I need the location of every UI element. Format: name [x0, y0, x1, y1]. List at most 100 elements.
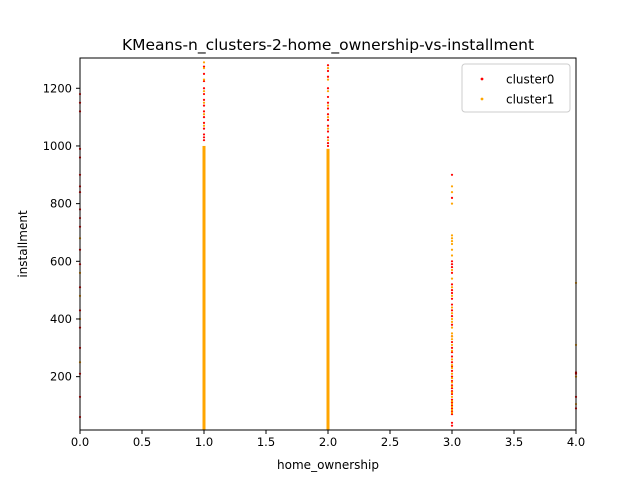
- cluster1-point-33: [450, 306, 454, 309]
- x-tick-label-5: 2.5: [381, 435, 399, 449]
- cluster1-point-16: [326, 116, 330, 119]
- cluster1-point-24: [450, 237, 454, 240]
- cluster0-point-63: [450, 340, 454, 344]
- cluster0-point-61: [450, 323, 454, 326]
- cluster1-point-27: [450, 248, 454, 251]
- y-axis-label: installment: [16, 210, 30, 278]
- cluster0-point-64: [450, 346, 454, 349]
- cluster0-point-35: [326, 69, 330, 73]
- cluster0-point-58: [450, 303, 454, 306]
- cluster1-point-41: [450, 343, 454, 347]
- cluster0-point-83: [450, 424, 454, 427]
- cluster1-point-39: [450, 335, 454, 338]
- y-tick-label-5: 1200: [43, 81, 72, 95]
- cluster1-point-53: [450, 402, 454, 406]
- cluster1-point-50: [450, 391, 454, 394]
- cluster0-point-43: [326, 124, 330, 127]
- cluster1-point-19: [326, 219, 330, 223]
- cluster0-point-26: [202, 104, 206, 107]
- y-tick-label-1: 400: [50, 312, 72, 326]
- cluster0-point-42: [326, 118, 330, 122]
- cluster1-point-48: [450, 381, 454, 384]
- cluster0-point-54: [450, 283, 454, 286]
- y-tick-label-4: 1000: [43, 139, 72, 153]
- x-tick-label-6: 3.0: [443, 435, 461, 449]
- cluster0-point-29: [202, 121, 206, 124]
- cluster1-point-49: [450, 385, 454, 388]
- cluster1-point-29: [450, 268, 454, 272]
- cluster1-point-30: [450, 277, 454, 280]
- x-tick-label-2: 1.0: [195, 435, 213, 449]
- x-tick-label-8: 4.0: [567, 435, 585, 449]
- cluster1-point-25: [450, 240, 454, 243]
- cluster1-point-17: [326, 127, 330, 130]
- x-axis-label: home_ownership: [277, 458, 379, 472]
- cluster0-point-25: [202, 98, 206, 101]
- cluster1-point-15: [326, 104, 330, 107]
- legend-marker-cluster0: [480, 77, 484, 81]
- cluster0-point-82: [450, 421, 454, 424]
- cluster1-point-7: [202, 78, 206, 81]
- cluster1-point-35: [450, 317, 454, 321]
- cluster1-point-43: [450, 358, 454, 361]
- cluster0-point-28: [202, 116, 206, 119]
- legend-label-cluster0: cluster0: [506, 73, 554, 87]
- cluster0-point-36: [326, 75, 330, 78]
- y-tick-label-0: 200: [50, 370, 72, 384]
- cluster0-point-55: [450, 289, 454, 292]
- legend-marker-cluster1: [480, 97, 484, 101]
- cluster0-point-47: [326, 144, 330, 148]
- cluster1-point-36: [450, 320, 454, 323]
- cluster1-point-12: [326, 66, 330, 70]
- legend: cluster0 cluster1: [461, 63, 571, 113]
- cluster1-point-34: [450, 312, 454, 315]
- cluster0-point-53: [450, 271, 454, 274]
- cluster1-point-28: [450, 254, 454, 257]
- cluster1-point-23: [450, 234, 454, 237]
- cluster0-point-49: [450, 196, 454, 199]
- cluster1-point-51: [450, 395, 454, 398]
- cluster1-point-44: [450, 364, 454, 367]
- cluster1-point-38: [450, 332, 454, 335]
- cluster0-point-46: [326, 141, 330, 145]
- cluster0-point-30: [202, 127, 206, 130]
- cluster0-point-23: [202, 87, 206, 90]
- cluster1-point-47: [450, 376, 454, 380]
- cluster0-point-40: [326, 107, 330, 110]
- y-tick-label-3: 800: [50, 197, 72, 211]
- cluster1-point-20: [450, 185, 454, 188]
- x-tick-label-4: 2.0: [319, 435, 337, 449]
- y-tick-label-2: 600: [50, 254, 72, 268]
- cluster1-point-42: [450, 349, 454, 352]
- cluster1-point-13: [326, 78, 330, 81]
- x-tick-label-7: 3.5: [505, 435, 523, 449]
- cluster0-point-67: [450, 361, 454, 364]
- cluster0-point-44: [326, 130, 330, 133]
- cluster1-point-11: [202, 124, 206, 127]
- cluster0-point-38: [326, 95, 330, 99]
- cluster0-point-45: [326, 136, 330, 139]
- cluster1-point-8: [202, 90, 206, 93]
- cluster1-point-54: [450, 405, 454, 409]
- cluster1-point-45: [450, 366, 454, 370]
- cluster1-point-31: [450, 286, 454, 289]
- cluster0-point-41: [326, 113, 330, 116]
- cluster1-point-56: [450, 411, 454, 414]
- cluster0-point-56: [450, 291, 454, 295]
- plot-area: [78, 61, 578, 430]
- cluster1-point-14: [326, 90, 330, 93]
- cluster0-point-39: [326, 101, 330, 104]
- cluster1-point-9: [202, 101, 206, 104]
- cluster1-point-46: [450, 372, 454, 375]
- legend-label-cluster1: cluster1: [506, 93, 554, 107]
- cluster0-point-66: [450, 355, 454, 358]
- chart-title: KMeans-n_clusters-2-home_ownership-vs-in…: [122, 36, 534, 55]
- cluster0-point-48: [450, 173, 454, 176]
- series-cluster1: [78, 61, 578, 430]
- cluster1-point-6: [202, 66, 206, 70]
- x-tick-label-0: 0.0: [71, 435, 89, 449]
- cluster1-dense-column-1: [326, 148, 330, 430]
- cluster0-point-37: [326, 87, 330, 90]
- cluster0-point-32: [202, 136, 206, 139]
